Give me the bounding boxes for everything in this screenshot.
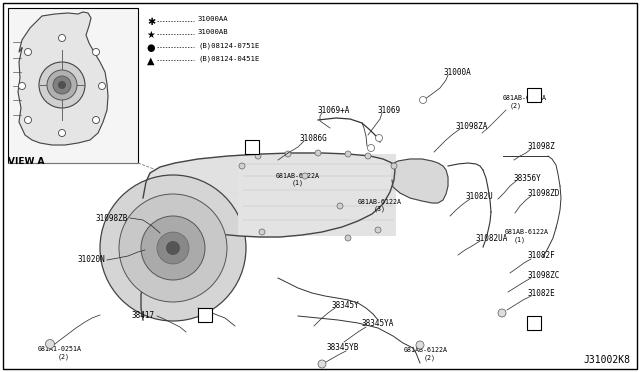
Text: (1): (1): [292, 180, 304, 186]
Circle shape: [315, 150, 321, 156]
Text: (B)08124-0451E: (B)08124-0451E: [198, 55, 259, 61]
Text: 31086G: 31086G: [300, 134, 328, 142]
Text: 31082F: 31082F: [528, 251, 556, 260]
Text: 31069: 31069: [378, 106, 401, 115]
Circle shape: [166, 241, 180, 255]
Polygon shape: [18, 12, 108, 145]
Text: (2): (2): [510, 103, 522, 109]
Circle shape: [367, 144, 374, 151]
Circle shape: [285, 151, 291, 157]
Text: 31098ZC: 31098ZC: [528, 270, 561, 279]
Circle shape: [259, 229, 265, 235]
Circle shape: [119, 194, 227, 302]
Circle shape: [345, 151, 351, 157]
Circle shape: [375, 227, 381, 233]
Circle shape: [391, 163, 397, 169]
Circle shape: [239, 163, 245, 169]
Circle shape: [337, 203, 343, 209]
Text: A: A: [529, 90, 536, 99]
Text: 081AB-6122A: 081AB-6122A: [503, 95, 547, 101]
Text: 38417: 38417: [132, 311, 155, 321]
Circle shape: [318, 360, 326, 368]
Text: (1): (1): [514, 237, 526, 243]
Circle shape: [498, 309, 506, 317]
Text: 31069+A: 31069+A: [318, 106, 350, 115]
Text: J31002K8: J31002K8: [583, 355, 630, 365]
Text: (2): (2): [58, 354, 70, 360]
Circle shape: [39, 62, 85, 108]
Text: 081AB-6122A: 081AB-6122A: [505, 229, 549, 235]
Circle shape: [416, 341, 424, 349]
Circle shape: [141, 216, 205, 280]
Bar: [8, 8, 138, 163]
Circle shape: [58, 81, 66, 89]
Text: VIEW A: VIEW A: [8, 157, 45, 166]
FancyBboxPatch shape: [527, 87, 541, 102]
Circle shape: [100, 175, 246, 321]
Circle shape: [24, 116, 31, 124]
Text: B: B: [200, 310, 207, 319]
Text: A: A: [248, 142, 255, 151]
Text: 31000A: 31000A: [443, 67, 471, 77]
Text: 38356Y: 38356Y: [513, 173, 541, 183]
Text: ▲: ▲: [147, 56, 155, 66]
Text: 31082UA: 31082UA: [476, 234, 508, 243]
Circle shape: [93, 116, 99, 124]
Circle shape: [47, 70, 77, 100]
Bar: [238, 154, 396, 236]
Text: ✱: ✱: [147, 17, 155, 27]
FancyBboxPatch shape: [244, 140, 259, 154]
Polygon shape: [392, 159, 448, 203]
Text: ●: ●: [147, 43, 156, 53]
Circle shape: [376, 135, 383, 141]
Circle shape: [365, 153, 371, 159]
Text: 31082U: 31082U: [466, 192, 493, 201]
Text: 38345Y: 38345Y: [332, 301, 360, 310]
Circle shape: [19, 83, 26, 90]
FancyBboxPatch shape: [527, 315, 541, 330]
Text: 081AB-6122A: 081AB-6122A: [276, 173, 320, 179]
Text: 081AB-6122A: 081AB-6122A: [404, 347, 448, 353]
Text: 31082E: 31082E: [528, 289, 556, 298]
Text: 31098Z: 31098Z: [528, 141, 556, 151]
Text: (2): (2): [424, 355, 436, 361]
Circle shape: [419, 96, 426, 103]
Circle shape: [45, 340, 54, 349]
Circle shape: [255, 153, 261, 159]
Text: 081AB-6122A: 081AB-6122A: [358, 199, 402, 205]
Circle shape: [53, 76, 71, 94]
Circle shape: [93, 48, 99, 55]
Circle shape: [58, 129, 65, 137]
Text: B: B: [529, 318, 536, 327]
Text: 081A1-0251A: 081A1-0251A: [38, 346, 82, 352]
Circle shape: [157, 232, 189, 264]
Circle shape: [345, 235, 351, 241]
Polygon shape: [141, 153, 395, 320]
Text: ★: ★: [147, 30, 156, 40]
Text: 31098ZD: 31098ZD: [528, 189, 561, 198]
Circle shape: [302, 173, 308, 179]
Text: 31098ZB: 31098ZB: [95, 214, 128, 222]
Text: 31000AA: 31000AA: [198, 16, 228, 22]
Circle shape: [58, 35, 65, 42]
Text: 31020N: 31020N: [77, 256, 105, 264]
FancyBboxPatch shape: [198, 308, 211, 321]
Text: 31098ZA: 31098ZA: [455, 122, 488, 131]
Text: (3): (3): [374, 206, 386, 212]
Text: (B)08124-0751E: (B)08124-0751E: [198, 42, 259, 48]
Circle shape: [99, 83, 106, 90]
Text: 38345YA: 38345YA: [362, 320, 394, 328]
Text: 38345YB: 38345YB: [327, 343, 359, 353]
Text: 31000AB: 31000AB: [198, 29, 228, 35]
Circle shape: [24, 48, 31, 55]
